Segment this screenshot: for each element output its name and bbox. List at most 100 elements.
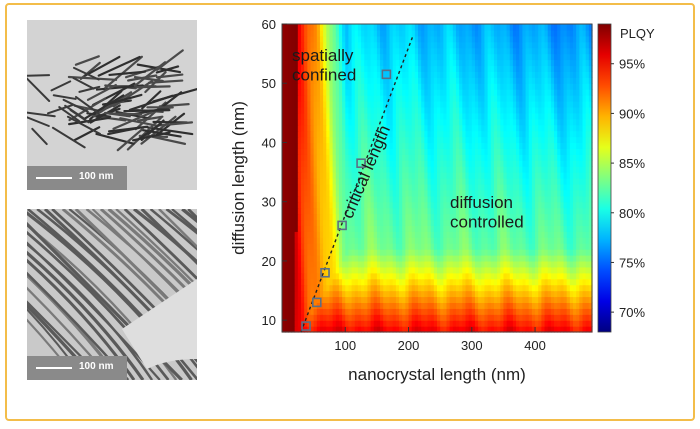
- heatmap-cell: [547, 178, 552, 185]
- heatmap-cell: [455, 166, 460, 173]
- heatmap-cell: [389, 320, 394, 327]
- heatmap-cell: [500, 124, 505, 132]
- heatmap-cell: [307, 320, 312, 327]
- heatmap-cell: [487, 278, 492, 286]
- heatmap-cell: [414, 237, 419, 244]
- heatmap-cell: [478, 41, 482, 49]
- heatmap-cell: [370, 166, 375, 173]
- heatmap-cell: [554, 148, 558, 155]
- heatmap-cell: [297, 142, 302, 149]
- heatmap-cell: [389, 266, 394, 274]
- scale-bar-line: [36, 177, 72, 179]
- heatmap-cell: [506, 237, 511, 244]
- heatmap-cell: [297, 89, 302, 96]
- heatmap-cell: [474, 296, 479, 303]
- heatmap-cell: [535, 136, 539, 144]
- heatmap-cell: [478, 284, 482, 292]
- heatmap-cell: [323, 183, 327, 191]
- heatmap-cell: [560, 219, 565, 226]
- heatmap-cell: [307, 59, 312, 67]
- heatmap-cell: [418, 266, 422, 274]
- heatmap-cell: [497, 65, 501, 72]
- heatmap-cell: [512, 225, 517, 232]
- heatmap-cell: [531, 195, 536, 203]
- heatmap-cell: [291, 231, 296, 238]
- heatmap-cell: [446, 255, 451, 262]
- heatmap-cell: [525, 320, 530, 327]
- heatmap-cell: [582, 278, 587, 286]
- heatmap-cell: [563, 183, 568, 191]
- heatmap-cell: [285, 112, 289, 120]
- heatmap-cell: [338, 77, 343, 84]
- heatmap-cell: [585, 237, 590, 244]
- heatmap-cell: [506, 314, 511, 321]
- heatmap-cell: [424, 189, 429, 197]
- heatmap-cell: [484, 266, 489, 274]
- heatmap-cell: [307, 35, 312, 43]
- heatmap-cell: [531, 308, 536, 315]
- heatmap-cell: [573, 130, 577, 138]
- heatmap-cell: [522, 284, 527, 292]
- heatmap-cell: [430, 195, 435, 203]
- heatmap-cell: [557, 112, 561, 120]
- heatmap-cell: [506, 142, 511, 149]
- heatmap-cell: [497, 41, 501, 49]
- heatmap-cell: [389, 101, 394, 108]
- heatmap-cell: [326, 154, 331, 161]
- heatmap-cell: [541, 136, 546, 144]
- heatmap-cell: [430, 71, 435, 78]
- heatmap-cell: [525, 47, 530, 55]
- heatmap-cell: [411, 278, 416, 286]
- scale-bar-line: [36, 367, 72, 369]
- heatmap-cell: [459, 77, 463, 84]
- heatmap-cell: [364, 290, 368, 298]
- heatmap-cell: [481, 201, 486, 209]
- heatmap-cell: [471, 148, 476, 155]
- heatmap-cell: [588, 71, 593, 78]
- heatmap-cell: [433, 189, 438, 197]
- heatmap-cell: [576, 326, 580, 333]
- heatmap-cell: [487, 59, 492, 67]
- heatmap-cell: [560, 255, 565, 262]
- heatmap-cell: [588, 314, 593, 321]
- heatmap-cell: [367, 154, 372, 161]
- heatmap-cell: [487, 112, 492, 120]
- heatmap-cell: [316, 260, 321, 268]
- heatmap-cell: [310, 326, 315, 333]
- heatmap-cell: [588, 142, 593, 149]
- heatmap-cell: [528, 112, 533, 120]
- heatmap-cell: [313, 243, 318, 250]
- heatmap-cell: [411, 59, 416, 67]
- heatmap-cell: [443, 178, 448, 185]
- heatmap-cell: [354, 83, 359, 90]
- heatmap-cell: [554, 207, 558, 215]
- heatmap-cell: [563, 130, 568, 138]
- heatmap-cell: [323, 225, 327, 232]
- heatmap-cell: [541, 178, 546, 185]
- heatmap-cell: [316, 89, 321, 96]
- heatmap-cell: [573, 284, 577, 292]
- heatmap-cell: [288, 118, 293, 126]
- heatmap-cell: [468, 172, 473, 179]
- heatmap-cell: [516, 59, 520, 67]
- heatmap-cell: [512, 213, 517, 221]
- heatmap-cell: [516, 237, 520, 244]
- heatmap-cell: [440, 266, 444, 274]
- heatmap-cell: [335, 166, 340, 173]
- heatmap-cell: [313, 142, 318, 149]
- heatmap-cell: [329, 148, 334, 155]
- heatmap-cell: [446, 320, 451, 327]
- heatmap-cell: [332, 260, 337, 268]
- heatmap-cell: [487, 302, 492, 309]
- heatmap-cell: [573, 47, 577, 55]
- heatmap-cell: [316, 47, 321, 55]
- heatmap-cell: [313, 83, 318, 90]
- heatmap-cell: [323, 112, 327, 120]
- heatmap-cell: [541, 183, 546, 191]
- heatmap-cell: [418, 101, 422, 108]
- heatmap-cell: [383, 148, 387, 155]
- heatmap-cell: [582, 195, 587, 203]
- heatmap-cell: [316, 231, 321, 238]
- heatmap-cell: [519, 166, 523, 173]
- heatmap-cell: [440, 77, 444, 84]
